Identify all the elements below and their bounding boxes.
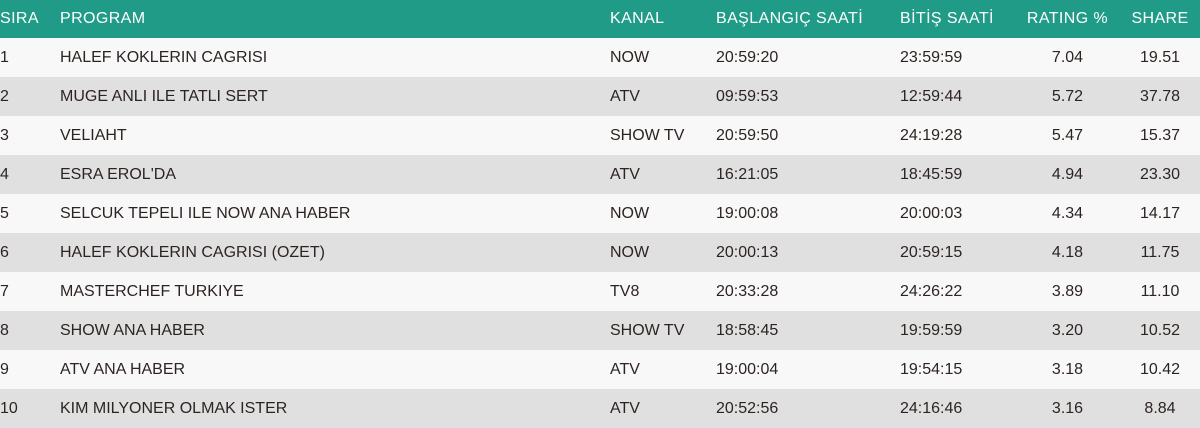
table-row: 8 SHOW ANA HABER SHOW TV 18:58:45 19:59:… (0, 311, 1200, 350)
table-row: 7 MASTERCHEF TURKIYE TV8 20:33:28 24:26:… (0, 272, 1200, 311)
table-row: 1 HALEF KOKLERIN CAGRISI NOW 20:59:20 23… (0, 38, 1200, 77)
column-header-start-time: BAŞLANGIÇ SAATİ (716, 10, 864, 27)
cell-channel: NOW (610, 243, 650, 261)
cell-end-time: 24:19:28 (900, 126, 963, 144)
cell-rank: 2 (0, 87, 9, 105)
cell-channel: NOW (610, 48, 650, 66)
cell-rating: 3.20 (1051, 321, 1084, 339)
cell-rank: 7 (0, 282, 9, 300)
cell-channel: NOW (610, 204, 650, 222)
table-body: 1 HALEF KOKLERIN CAGRISI NOW 20:59:20 23… (0, 38, 1200, 428)
cell-end-time: 24:16:46 (900, 399, 963, 417)
cell-start-time: 16:21:05 (716, 165, 779, 183)
cell-start-time: 18:58:45 (716, 321, 779, 339)
cell-channel: ATV (610, 360, 640, 378)
cell-rating: 5.47 (1051, 126, 1084, 144)
cell-end-time: 19:54:15 (900, 360, 963, 378)
cell-channel: SHOW TV (610, 321, 685, 339)
cell-rank: 4 (0, 165, 9, 183)
column-header-share: SHARE (1131, 10, 1189, 27)
cell-rating: 4.94 (1051, 165, 1084, 183)
header-row: SIRA PROGRAM KANAL BAŞLANGIÇ SAATİ BİTİŞ… (0, 0, 1200, 38)
cell-share: 11.10 (1140, 282, 1180, 300)
table-row: 9 ATV ANA HABER ATV 19:00:04 19:54:15 3.… (0, 350, 1200, 389)
cell-share: 10.42 (1139, 360, 1181, 378)
cell-channel: ATV (610, 87, 640, 105)
cell-rating: 5.72 (1051, 87, 1084, 105)
cell-end-time: 20:59:15 (900, 243, 963, 261)
cell-rating: 4.34 (1051, 204, 1084, 222)
cell-rank: 9 (0, 360, 9, 378)
cell-channel: ATV (610, 165, 640, 183)
column-header-end-time: BİTİŞ SAATİ (900, 10, 994, 27)
cell-end-time: 20:00:03 (900, 204, 963, 222)
table-row: 3 VELIAHT SHOW TV 20:59:50 24:19:28 5.47… (0, 116, 1200, 155)
cell-channel: SHOW TV (610, 126, 685, 144)
table-header: SIRA PROGRAM KANAL BAŞLANGIÇ SAATİ BİTİŞ… (0, 0, 1200, 38)
cell-rank: 8 (0, 321, 9, 339)
cell-end-time: 12:59:44 (900, 87, 963, 105)
cell-start-time: 09:59:53 (716, 87, 779, 105)
cell-rating: 3.18 (1051, 360, 1084, 378)
cell-start-time: 19:00:04 (716, 360, 779, 378)
table-row: 4 ESRA EROL'DA ATV 16:21:05 18:45:59 4.9… (0, 155, 1200, 194)
cell-start-time: 19:00:08 (716, 204, 779, 222)
column-header-program: PROGRAM (60, 10, 146, 27)
cell-program: VELIAHT (60, 126, 127, 144)
table-row: 5 SELCUK TEPELI ILE NOW ANA HABER NOW 19… (0, 194, 1200, 233)
cell-rating: 4.18 (1051, 243, 1084, 261)
cell-program: KIM MILYONER OLMAK ISTER (60, 399, 288, 417)
column-header-rating: RATING % (1026, 10, 1109, 27)
cell-start-time: 20:59:50 (716, 126, 779, 144)
cell-share: 23.30 (1139, 165, 1181, 183)
cell-rank: 1 (0, 48, 9, 66)
cell-program: ESRA EROL'DA (60, 165, 176, 183)
cell-rating: 7.04 (1051, 48, 1084, 66)
cell-rating: 3.89 (1051, 282, 1084, 300)
cell-channel: ATV (610, 399, 640, 417)
cell-rank: 3 (0, 126, 9, 144)
cell-start-time: 20:33:28 (716, 282, 779, 300)
table-row: 6 HALEF KOKLERIN CAGRISI (OZET) NOW 20:0… (0, 233, 1200, 272)
cell-start-time: 20:59:20 (716, 48, 779, 66)
cell-program: MUGE ANLI ILE TATLI SERT (60, 87, 268, 105)
column-header-sira: SIRA (0, 10, 39, 27)
cell-share: 14.17 (1139, 204, 1181, 222)
cell-share: 8.84 (1144, 399, 1176, 417)
cell-share: 10.52 (1139, 321, 1181, 339)
cell-program: MASTERCHEF TURKIYE (60, 282, 244, 300)
cell-program: HALEF KOKLERIN CAGRISI (60, 48, 268, 66)
cell-start-time: 20:00:13 (716, 243, 779, 261)
column-header-kanal: KANAL (610, 10, 665, 27)
cell-start-time: 20:52:56 (716, 399, 779, 417)
cell-end-time: 23:59:59 (900, 48, 963, 66)
cell-program: HALEF KOKLERIN CAGRISI (OZET) (60, 243, 325, 261)
table-row: 2 MUGE ANLI ILE TATLI SERT ATV 09:59:53 … (0, 77, 1200, 116)
cell-rank: 10 (0, 399, 18, 417)
table-row: 10 KIM MILYONER OLMAK ISTER ATV 20:52:56… (0, 389, 1200, 428)
cell-channel: TV8 (610, 282, 640, 300)
cell-program: ATV ANA HABER (60, 360, 186, 378)
cell-share: 15.37 (1139, 126, 1181, 144)
cell-share: 11.75 (1140, 243, 1180, 261)
cell-program: SELCUK TEPELI ILE NOW ANA HABER (60, 204, 351, 222)
cell-end-time: 18:45:59 (900, 165, 963, 183)
cell-end-time: 19:59:59 (900, 321, 963, 339)
cell-rank: 6 (0, 243, 9, 261)
cell-program: SHOW ANA HABER (60, 321, 205, 339)
cell-rating: 3.16 (1051, 399, 1084, 417)
cell-share: 37.78 (1139, 87, 1181, 105)
cell-end-time: 24:26:22 (900, 282, 963, 300)
cell-rank: 5 (0, 204, 9, 222)
cell-share: 19.51 (1139, 48, 1181, 66)
